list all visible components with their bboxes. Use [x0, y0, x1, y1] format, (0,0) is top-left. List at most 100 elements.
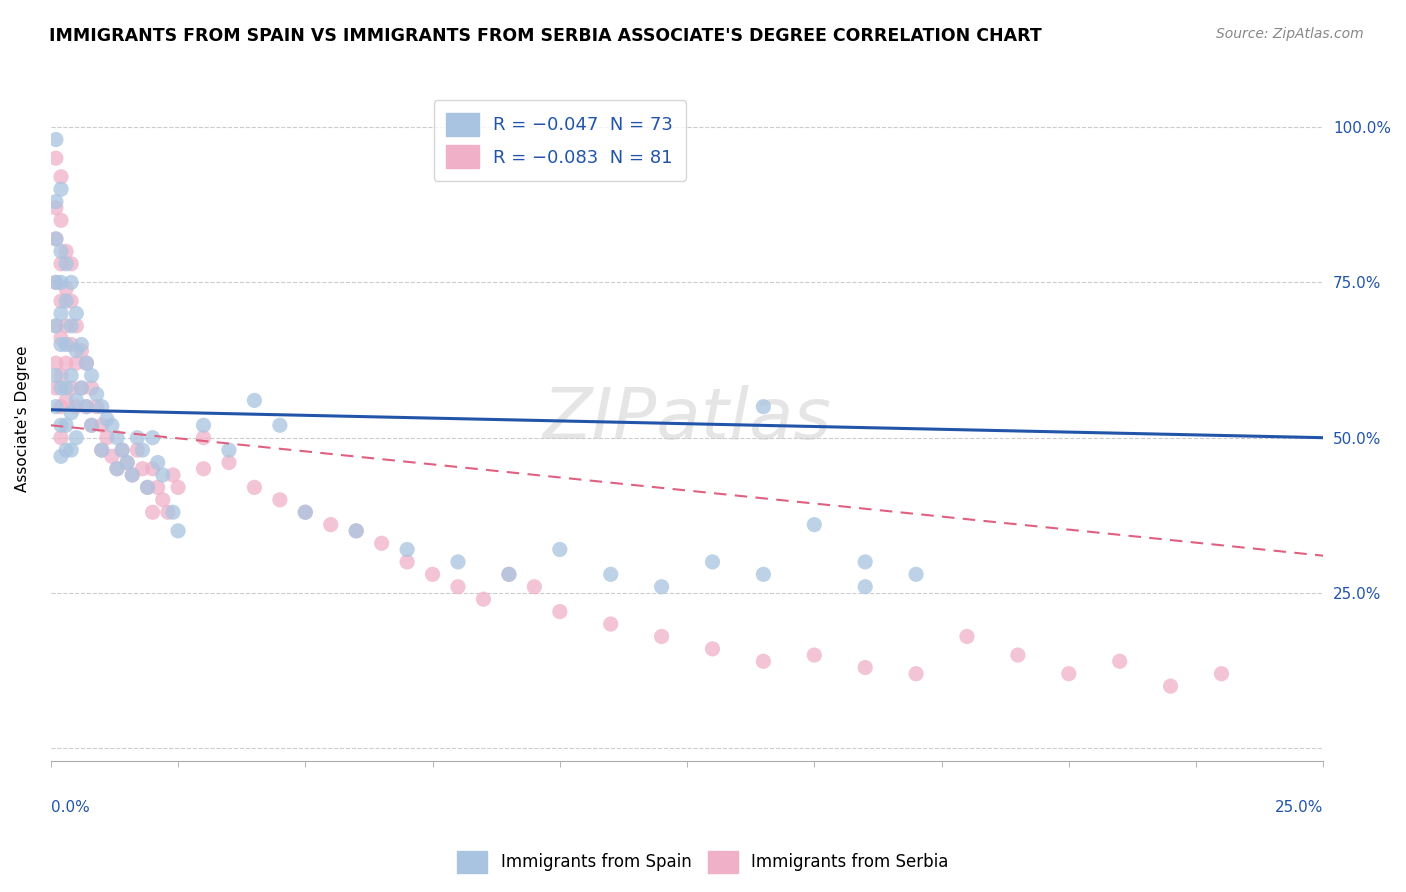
Point — [752, 567, 775, 582]
Point — [96, 412, 118, 426]
Point — [167, 524, 190, 538]
Point — [45, 151, 67, 165]
Point — [218, 456, 240, 470]
Point — [193, 461, 215, 475]
Point — [49, 257, 72, 271]
Point — [60, 443, 83, 458]
Point — [956, 630, 979, 644]
Point — [65, 431, 87, 445]
Point — [146, 480, 169, 494]
Point — [70, 381, 93, 395]
Point — [142, 461, 165, 475]
Point — [905, 567, 928, 582]
Point — [111, 443, 134, 458]
Point — [75, 356, 97, 370]
Point — [142, 505, 165, 519]
Point — [45, 276, 67, 290]
Point — [370, 536, 392, 550]
Point — [96, 431, 118, 445]
Point — [70, 343, 93, 358]
Point — [115, 456, 138, 470]
Point — [55, 381, 77, 395]
Point — [1057, 666, 1080, 681]
Point — [49, 431, 72, 445]
Point — [162, 505, 184, 519]
Point — [55, 257, 77, 271]
Point — [905, 666, 928, 681]
Point — [49, 400, 72, 414]
Text: Source: ZipAtlas.com: Source: ZipAtlas.com — [1216, 27, 1364, 41]
Text: 25.0%: 25.0% — [1275, 799, 1323, 814]
Point — [70, 381, 93, 395]
Point — [45, 232, 67, 246]
Point — [853, 580, 876, 594]
Point — [55, 337, 77, 351]
Point — [55, 318, 77, 333]
Point — [752, 654, 775, 668]
Point — [162, 467, 184, 482]
Point — [45, 318, 67, 333]
Point — [45, 318, 67, 333]
Point — [75, 400, 97, 414]
Point — [49, 213, 72, 227]
Point — [49, 331, 72, 345]
Point — [599, 567, 621, 582]
Legend: R = −0.047  N = 73, R = −0.083  N = 81: R = −0.047 N = 73, R = −0.083 N = 81 — [434, 100, 686, 181]
Point — [853, 660, 876, 674]
Point — [803, 517, 825, 532]
Point — [142, 431, 165, 445]
Point — [45, 400, 67, 414]
Point — [396, 542, 419, 557]
Point — [294, 505, 316, 519]
Point — [49, 244, 72, 259]
Point — [60, 368, 83, 383]
Point — [1007, 648, 1029, 662]
Point — [702, 555, 724, 569]
Point — [80, 418, 103, 433]
Point — [49, 381, 72, 395]
Point — [127, 431, 149, 445]
Point — [243, 393, 266, 408]
Legend: Immigrants from Spain, Immigrants from Serbia: Immigrants from Spain, Immigrants from S… — [450, 845, 956, 880]
Point — [55, 356, 77, 370]
Point — [75, 356, 97, 370]
Point — [90, 443, 112, 458]
Point — [55, 418, 77, 433]
Point — [152, 492, 174, 507]
Point — [80, 418, 103, 433]
Point — [548, 542, 571, 557]
Point — [105, 461, 128, 475]
Point — [548, 605, 571, 619]
Point — [752, 400, 775, 414]
Point — [90, 443, 112, 458]
Point — [121, 467, 143, 482]
Point — [65, 356, 87, 370]
Point — [127, 443, 149, 458]
Point — [60, 257, 83, 271]
Point — [651, 580, 673, 594]
Point — [45, 201, 67, 215]
Point — [269, 418, 291, 433]
Point — [1108, 654, 1130, 668]
Point — [105, 461, 128, 475]
Point — [65, 400, 87, 414]
Point — [131, 461, 153, 475]
Point — [60, 381, 83, 395]
Point — [136, 480, 159, 494]
Point — [49, 182, 72, 196]
Point — [49, 418, 72, 433]
Point — [422, 567, 444, 582]
Point — [60, 293, 83, 308]
Point — [65, 318, 87, 333]
Point — [131, 443, 153, 458]
Point — [60, 337, 83, 351]
Point — [146, 456, 169, 470]
Point — [1211, 666, 1233, 681]
Point — [498, 567, 520, 582]
Point — [136, 480, 159, 494]
Point — [49, 276, 72, 290]
Point — [523, 580, 546, 594]
Point — [498, 567, 520, 582]
Point — [121, 467, 143, 482]
Point — [193, 431, 215, 445]
